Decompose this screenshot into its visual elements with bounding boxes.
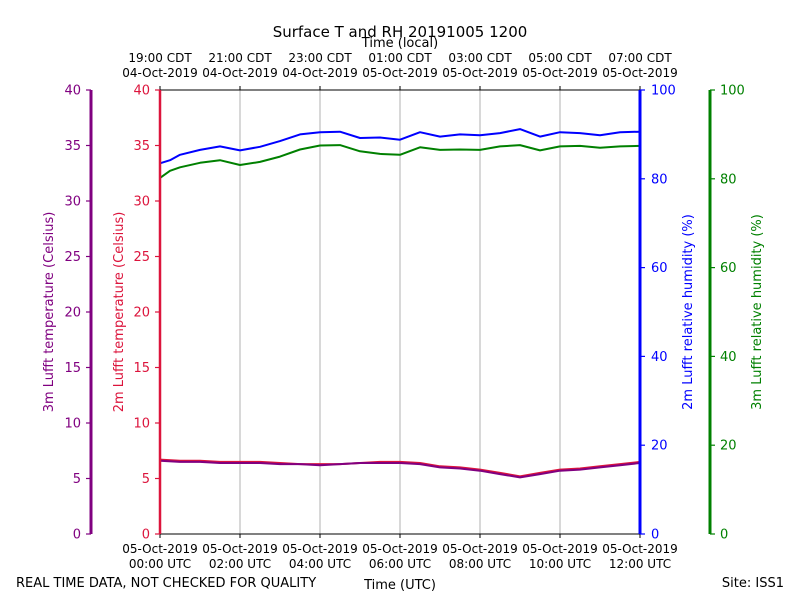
top-tick-label: 03:00 CDT: [448, 51, 512, 65]
series-line-temp-3m: [159, 459, 641, 479]
y-tick-label: 20: [720, 439, 737, 454]
y-tick-label: 20: [64, 306, 81, 321]
bottom-tick-label: 05-Oct-2019: [442, 542, 518, 556]
y-tick-label: 60: [720, 261, 737, 276]
bottom-tick-label: 05-Oct-2019: [362, 542, 438, 556]
top-tick-label: 04-Oct-2019: [282, 66, 358, 80]
y-tick-label: 15: [64, 361, 81, 376]
top-tick-label: 07:00 CDT: [608, 51, 672, 65]
top-tick-label: 05:00 CDT: [528, 51, 592, 65]
y-tick-label: 40: [133, 84, 150, 99]
top-axis-title: Time (local): [361, 36, 438, 51]
y-tick-label: 20: [651, 439, 668, 454]
y-tick-label: 0: [651, 528, 659, 543]
series-line-temp-2m: [159, 458, 641, 478]
axis-label-temp-2m: 2m Lufft temperature (Celsius): [112, 212, 127, 413]
top-tick-label: 23:00 CDT: [288, 51, 352, 65]
axis-label-rh-2m: 2m Lufft relative humidity (%): [681, 214, 696, 410]
y-tick-label: 10: [64, 417, 81, 432]
y-tick-label: 0: [142, 528, 150, 543]
y-tick-label: 80: [720, 172, 737, 187]
axis-label-temp-3m: 3m Lufft temperature (Celsius): [42, 212, 57, 413]
y-axes: 0 5 10 15 20 25 30 35 40 0 5 10 15 20 25 30 35 40 0 20 40 60 8…: [64, 84, 744, 543]
top-tick-label: 01:00 CDT: [368, 51, 432, 65]
y-tick-label: 60: [651, 261, 668, 276]
y-tick-label: 20: [133, 306, 150, 321]
axis-label-rh-3m: 3m Lufft relative humidity (%): [750, 214, 765, 410]
grid-lines: [239, 90, 561, 534]
quality-note: REAL TIME DATA, NOT CHECKED FOR QUALITY: [16, 576, 317, 591]
bottom-tick-label: 08:00 UTC: [449, 557, 511, 571]
bottom-tick-label: 02:00 UTC: [209, 557, 271, 571]
bottom-tick-label: 05-Oct-2019: [122, 542, 198, 556]
y-tick-label: 40: [651, 350, 668, 365]
y-tick-label: 30: [133, 195, 150, 210]
top-tick-label: 05-Oct-2019: [442, 66, 518, 80]
y-tick-label: 25: [64, 250, 81, 265]
bottom-tick-label: 05-Oct-2019: [522, 542, 598, 556]
bottom-tick-label: 00:00 UTC: [129, 557, 191, 571]
site-label: Site: ISS1: [721, 576, 784, 591]
y-tick-label: 5: [73, 472, 81, 487]
bottom-tick-label: 06:00 UTC: [369, 557, 431, 571]
y-tick-label: 35: [64, 139, 81, 154]
y-tick-label: 0: [73, 528, 81, 543]
top-tick-label: 04-Oct-2019: [202, 66, 278, 80]
top-tick-label: 19:00 CDT: [128, 51, 192, 65]
y-tick-label: 100: [651, 84, 676, 99]
y-tick-label: 80: [651, 172, 668, 187]
bottom-tick-label: 05-Oct-2019: [202, 542, 278, 556]
top-tick-label: 05-Oct-2019: [522, 66, 598, 80]
y-tick-label: 30: [64, 195, 81, 210]
bottom-tick-label: 05-Oct-2019: [282, 542, 358, 556]
top-tick-label: 04-Oct-2019: [122, 66, 198, 80]
y-tick-label: 35: [133, 139, 150, 154]
series-group: [159, 128, 641, 479]
y-tick-label: 5: [142, 472, 150, 487]
top-tick-label: 05-Oct-2019: [602, 66, 678, 80]
top-tick-label: 05-Oct-2019: [362, 66, 438, 80]
series-line-rh-2m: [159, 128, 641, 165]
y-tick-label: 0: [720, 528, 728, 543]
chart-title: Surface T and RH 20191005 1200: [273, 23, 528, 41]
bottom-tick-label: 05-Oct-2019: [602, 542, 678, 556]
bottom-tick-label: 12:00 UTC: [609, 557, 671, 571]
y-tick-label: 100: [720, 84, 745, 99]
y-tick-label: 15: [133, 361, 150, 376]
y-tick-label: 25: [133, 250, 150, 265]
y-tick-label: 10: [133, 417, 150, 432]
top-tick-label: 21:00 CDT: [208, 51, 272, 65]
bottom-tick-label: 10:00 UTC: [529, 557, 591, 571]
series-line-rh-3m: [159, 144, 641, 179]
bottom-tick-label: 04:00 UTC: [289, 557, 351, 571]
y-tick-label: 40: [720, 350, 737, 365]
y-tick-label: 40: [64, 84, 81, 99]
bottom-axis-title: Time (UTC): [363, 578, 436, 593]
